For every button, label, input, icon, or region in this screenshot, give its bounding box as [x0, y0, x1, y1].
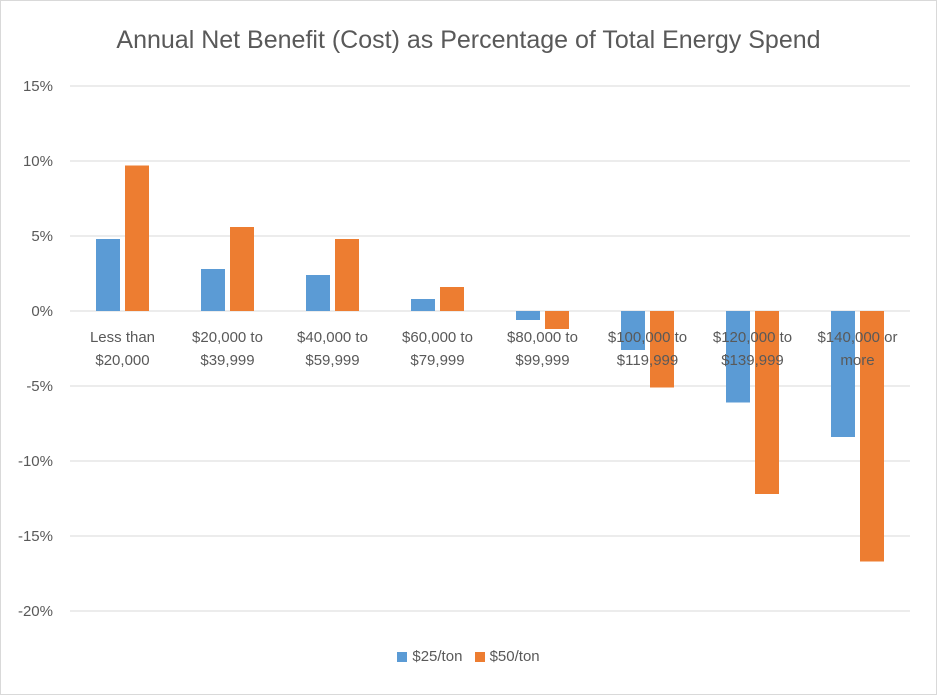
y-tick-label: 5%: [31, 228, 53, 245]
chart-title: Annual Net Benefit (Cost) as Percentage …: [116, 26, 821, 54]
category-label: $59,999: [305, 352, 359, 369]
category-label: more: [840, 352, 874, 369]
category-label: $120,000 to: [713, 329, 792, 346]
bar-series-2: [545, 311, 569, 329]
category-label: $99,999: [515, 352, 569, 369]
category-label: $119,999: [617, 352, 678, 369]
legend-swatch-series-1: [397, 652, 408, 662]
y-tick-label: 10%: [23, 153, 53, 170]
legend-swatch-series-2: [474, 652, 485, 662]
bar-series-2: [860, 311, 884, 562]
y-tick-label: 15%: [23, 78, 53, 95]
bar-series-2: [755, 311, 779, 494]
category-label: $20,000: [95, 352, 149, 369]
y-tick-label: -20%: [18, 603, 53, 620]
bar-series-2: [125, 165, 149, 311]
category-label: $20,000 to: [192, 329, 263, 346]
legend-item-series-2: $50/ton: [474, 648, 540, 665]
category-label: Less than: [90, 329, 155, 346]
legend: $25/ton $50/ton: [0, 648, 937, 665]
bar-series-1: [516, 311, 540, 320]
category-label: $40,000 to: [297, 329, 368, 346]
bar-series-2: [440, 287, 464, 311]
category-label: $80,000 to: [507, 329, 578, 346]
bar-series-1: [621, 311, 645, 350]
bar-series-1: [411, 299, 435, 311]
bar-series-1: [831, 311, 855, 437]
y-tick-label: -15%: [18, 528, 53, 545]
category-label: $79,999: [410, 352, 464, 369]
bar-series-2: [650, 311, 674, 388]
bar-series-2: [335, 239, 359, 311]
bar-series-1: [306, 275, 330, 311]
bar-series-1: [726, 311, 750, 403]
category-label: $39,999: [200, 352, 254, 369]
category-label: $140,000 or: [817, 329, 897, 346]
legend-label-series-2: $50/ton: [489, 648, 540, 665]
category-label: $100,000 to: [608, 329, 687, 346]
y-tick-label: -10%: [18, 453, 53, 470]
gridlines: [70, 85, 910, 612]
bar-series-1: [96, 239, 120, 311]
category-label: $60,000 to: [402, 329, 473, 346]
bar-series-1: [201, 269, 225, 311]
bars: [96, 165, 884, 562]
bar-series-2: [230, 227, 254, 311]
y-tick-label: 0%: [31, 303, 53, 320]
legend-label-series-1: $25/ton: [412, 648, 463, 665]
legend-item-series-1: $25/ton: [397, 648, 462, 665]
category-labels: Less than $20,000 $20,000 to $39,999 $40,000…: [90, 329, 898, 369]
category-label: $139,999: [721, 352, 784, 369]
y-tick-label: -5%: [26, 378, 53, 395]
y-axis-ticks: 15% 10% 5% 0% -5% -10% -15% -20%: [18, 78, 53, 620]
